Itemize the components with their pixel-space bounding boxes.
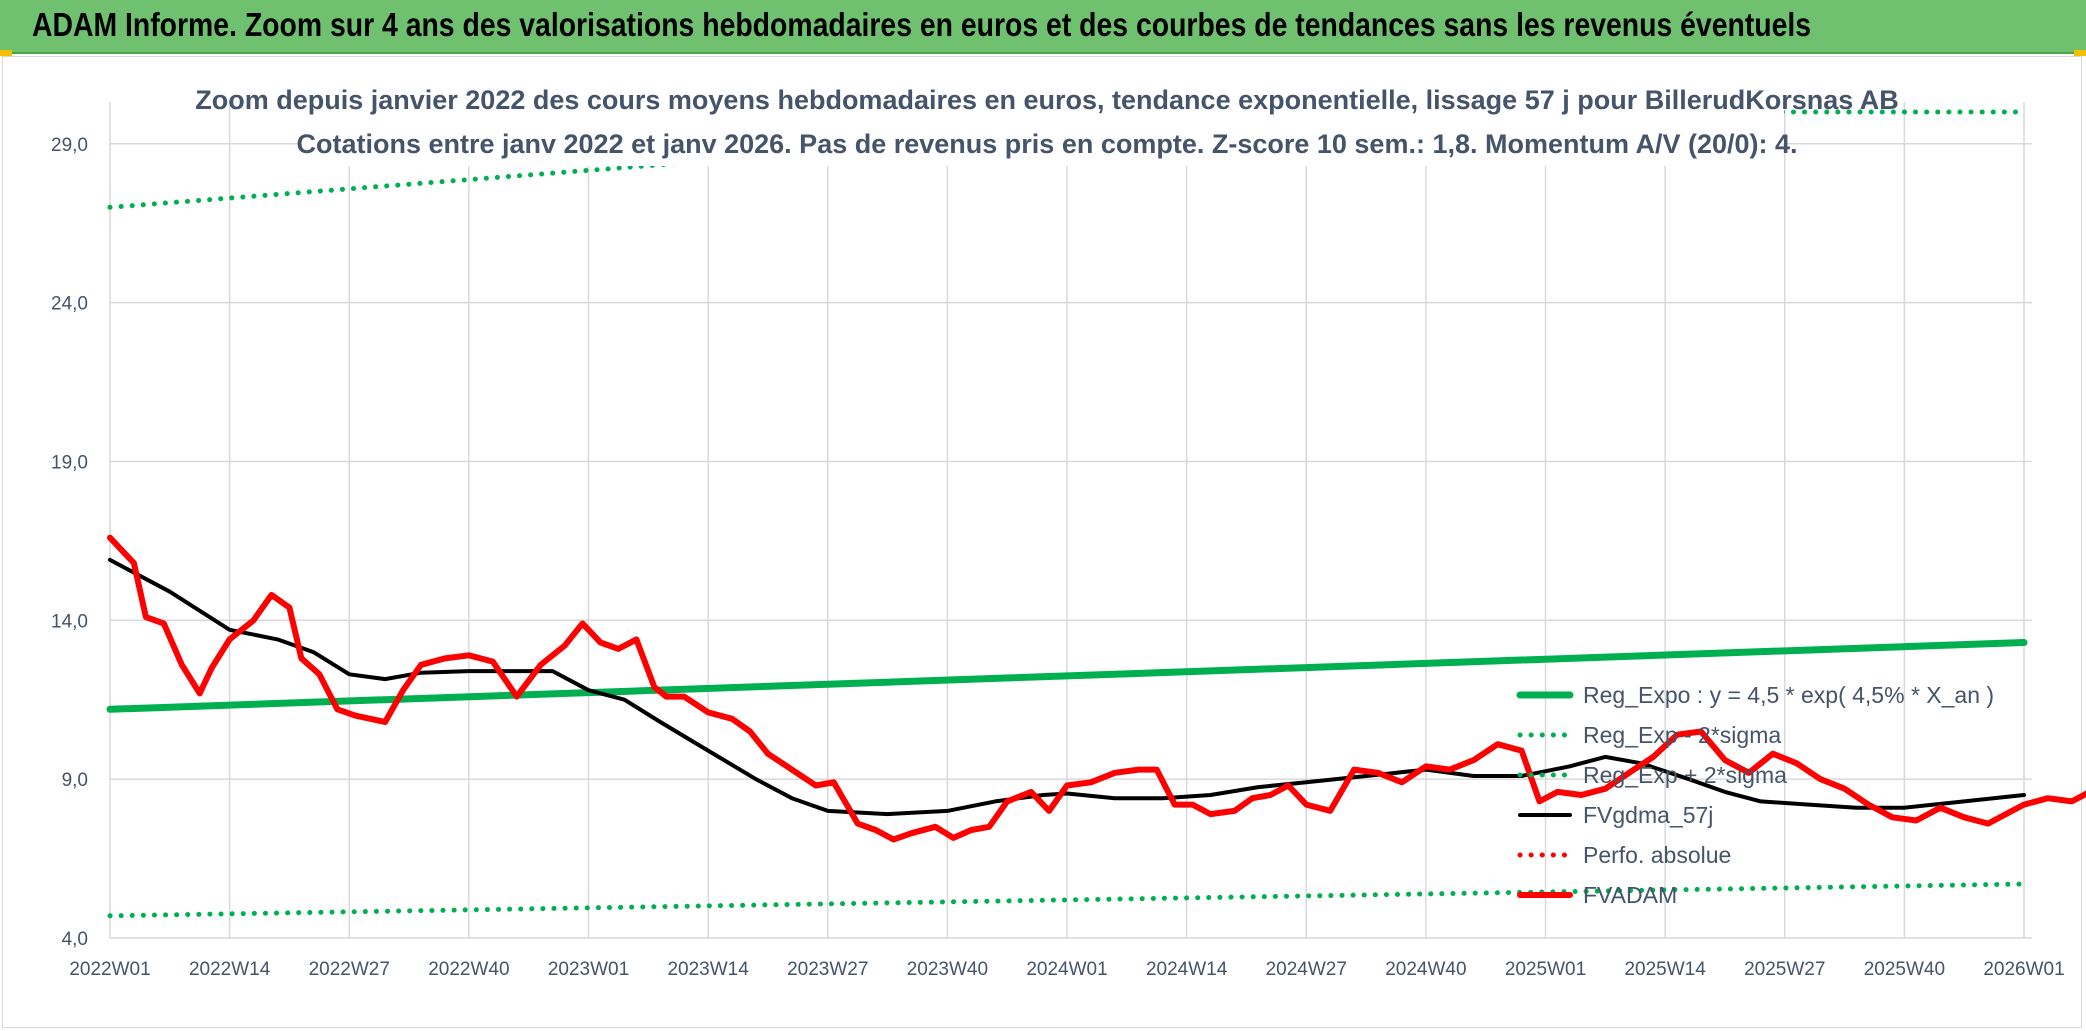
x-tick-label: 2024W01 [1026,959,1107,980]
y-tick-label: 9,0 [62,770,88,791]
legend-entry: Perfo. absolue [1583,842,1731,868]
x-tick-label: 2025W14 [1624,959,1706,980]
legend-entry: FVADAM [1583,882,1677,908]
x-tick-label: 2024W27 [1266,959,1347,980]
x-tick-label: 2026W01 [1983,959,2064,980]
chart-title-background [298,78,1784,166]
chart-title: Zoom depuis janvier 2022 des cours moyen… [195,78,1899,166]
chart-title-line-2: Cotations entre janv 2022 et janv 2026. … [296,129,1797,159]
series-line [107,881,2027,919]
x-tick-label: 2022W14 [189,959,271,980]
x-tick-label: 2025W40 [1864,959,1945,980]
legend-entry: FVgdma_57j [1583,802,1713,828]
x-tick-label: 2022W01 [69,959,150,980]
x-tick-label: 2024W14 [1146,959,1228,980]
legend-entry: Reg_Exp + 2*sigma [1583,762,1787,788]
x-tick-label: 2023W01 [548,959,629,980]
banner-corner-right [2074,50,2086,56]
legend: Reg_Expo : y = 4,5 * exp( 4,5% * X_an ) R… [1516,682,1994,908]
series-line [107,534,2086,843]
axes: 4,0 9,0 14,0 19,0 24,0 29,0 2022W01 2022W14 2022… [51,135,2065,980]
chart-frame [2,56,2082,1028]
chart-title-line-1: Zoom depuis janvier 2022 des cours moyen… [195,85,1899,115]
banner: ADAM Informe. Zoom sur 4 ans des valoris… [0,0,2086,54]
legend-entry: Reg_Exp - 2*sigma [1583,722,1781,748]
y-tick-label: 29,0 [51,135,88,156]
x-tick-label: 2024W40 [1385,959,1466,980]
x-tick-label: 2022W27 [309,959,390,980]
banner-title: ADAM Informe. Zoom sur 4 ans des valoris… [32,6,1812,43]
x-tick-label: 2025W01 [1505,959,1586,980]
series-line [108,557,2026,817]
x-tick-label: 2022W40 [428,959,509,980]
y-tick-label: 14,0 [51,611,88,632]
y-tick-label: 4,0 [62,929,88,950]
x-tick-label: 2023W14 [667,959,749,980]
series-line [106,639,2028,713]
y-tick-label: 19,0 [51,452,88,473]
x-tick-label: 2023W27 [787,959,868,980]
banner-corner-left [0,50,12,56]
series [106,109,2086,919]
y-tick-label: 24,0 [51,294,88,315]
grid [109,102,2032,939]
legend-entry: Reg_Expo : y = 4,5 * exp( 4,5% * X_an ) [1583,682,1994,708]
x-tick-label: 2023W40 [907,959,988,980]
x-tick-label: 2025W27 [1744,959,1825,980]
